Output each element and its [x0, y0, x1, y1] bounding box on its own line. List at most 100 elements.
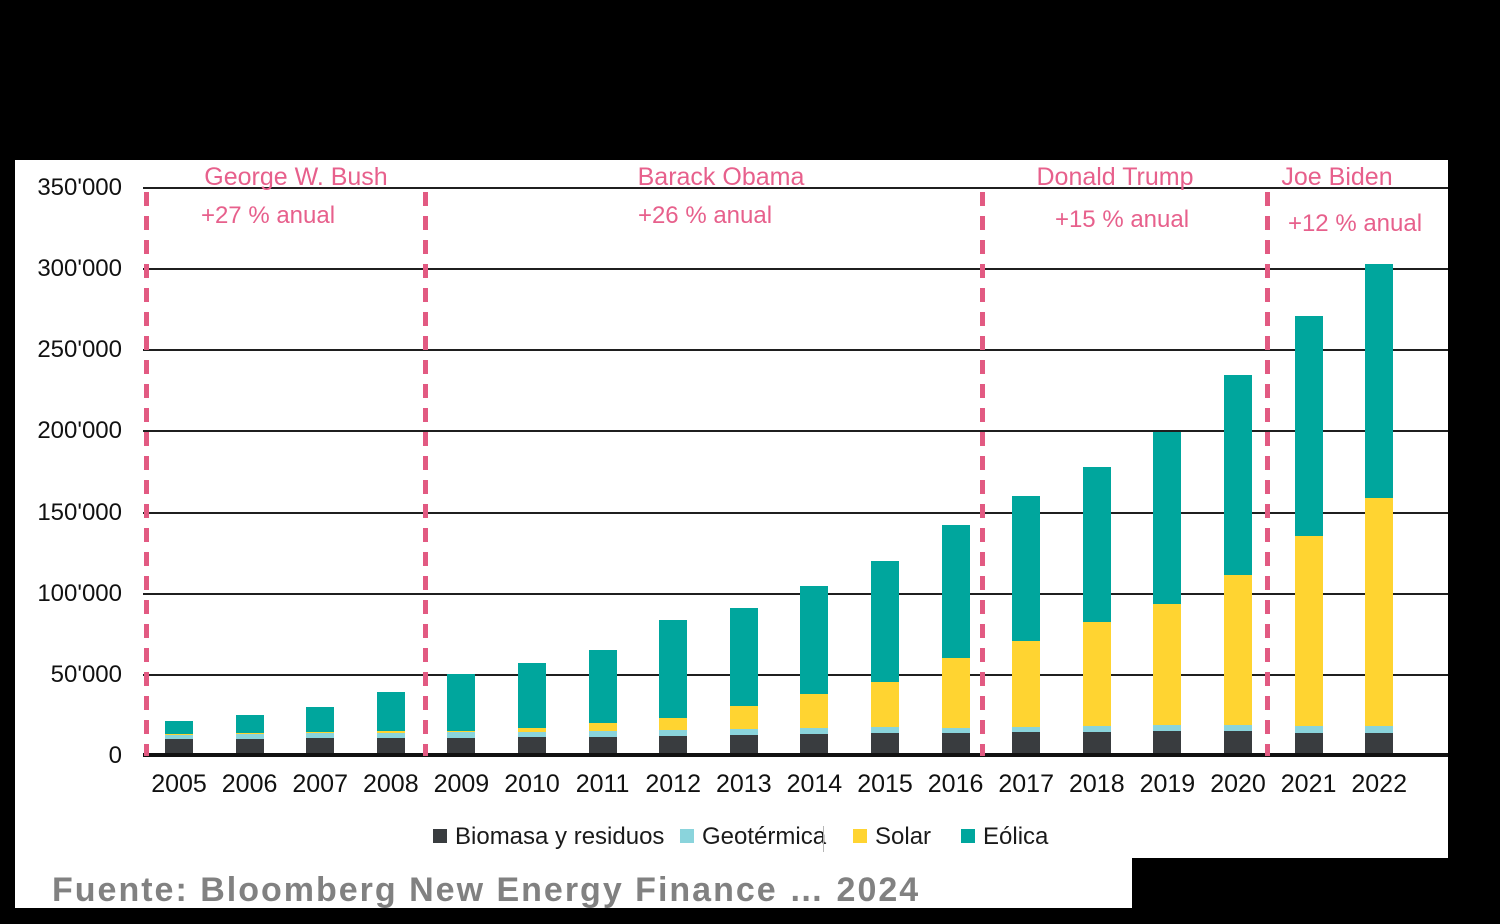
- x-axis-line: [143, 753, 1448, 757]
- bar-segment-2013: [729, 607, 758, 706]
- gridline: [143, 187, 1448, 189]
- bar-segment-2018: [1082, 466, 1111, 623]
- bar-segment-2008: [376, 731, 405, 733]
- bar-segment-2014: [800, 734, 829, 756]
- bar-segment-2014: [800, 694, 829, 729]
- bar-segment-2019: [1153, 731, 1182, 756]
- bar-segment-2016: [941, 732, 970, 756]
- president-label: Joe Biden: [1281, 163, 1393, 191]
- source-caption: Fuente: Bloomberg New Energy Finance … 2…: [52, 871, 921, 909]
- legend-label: Geotérmica: [702, 823, 827, 850]
- x-axis-tick-label: 2013: [715, 770, 772, 798]
- growth-rate-label: +12 % anual: [1287, 210, 1423, 237]
- bar-segment-2007: [306, 707, 335, 733]
- bar-segment-2021: [1294, 726, 1323, 734]
- bar-segment-2016: [941, 727, 970, 733]
- bar-segment-2020: [1224, 375, 1252, 576]
- bar-segment-2015: [871, 733, 899, 756]
- legend-label: Solar: [875, 823, 932, 850]
- legend-label: Biomasa y residuos: [455, 823, 665, 850]
- bar-segment-2018: [1082, 622, 1111, 727]
- legend-label: Eólica: [983, 823, 1049, 850]
- bar-segment-2013: [729, 705, 758, 730]
- bar-segment-2015: [871, 561, 899, 682]
- bar-segment-2007: [306, 732, 335, 739]
- x-axis-tick-label: 2005: [151, 770, 207, 798]
- bar-segment-2010: [518, 728, 546, 732]
- bar-segment-2012: [659, 735, 688, 756]
- bar-segment-2009: [447, 730, 476, 733]
- bar-segment-2013: [729, 735, 758, 756]
- bar-segment-2019: [1153, 431, 1182, 604]
- growth-rate-label: +26 % anual: [637, 202, 773, 229]
- bar-segment-2005: [165, 739, 193, 756]
- y-axis-tick-label: 100'000: [37, 579, 122, 607]
- bar-segment-2020: [1224, 731, 1252, 756]
- gridline: [143, 673, 1448, 676]
- x-axis-tick-label: 2022: [1351, 770, 1407, 798]
- bar-segment-2019: [1153, 603, 1182, 725]
- bar-segment-2010: [518, 663, 546, 729]
- y-axis-tick-label: 200'000: [37, 417, 122, 445]
- bar-segment-2005: [165, 720, 193, 734]
- bar-segment-2006: [235, 732, 264, 734]
- bar-segment-2011: [588, 737, 617, 756]
- mask-right: [1448, 160, 1500, 924]
- bar-segment-2018: [1082, 726, 1111, 733]
- y-axis-tick-label: 150'000: [37, 498, 122, 526]
- gridline: [143, 592, 1448, 595]
- y-axis-tick-label: 350'000: [37, 174, 122, 201]
- x-axis-tick-label: 2016: [927, 770, 984, 798]
- bar-segment-2006: [235, 733, 264, 739]
- legend-swatch: [853, 829, 867, 843]
- growth-rate-label: +27 % anual: [200, 202, 336, 229]
- bar-segment-2014: [800, 728, 829, 735]
- legend-swatch: [433, 829, 447, 843]
- x-axis-tick-label: 2014: [786, 770, 843, 798]
- growth-rate-label: +15 % anual: [1054, 206, 1190, 233]
- mask-top: [0, 0, 1500, 160]
- period-divider-line: [423, 192, 428, 756]
- bar-segment-2009: [447, 673, 476, 731]
- x-axis-tick-label: 2015: [857, 770, 913, 798]
- president-label: George W. Bush: [204, 163, 388, 191]
- x-axis-tick-label: 2007: [292, 770, 348, 798]
- bar-segment-2018: [1082, 732, 1111, 756]
- gridline: [143, 349, 1448, 352]
- bar-segment-2011: [588, 731, 617, 738]
- bar-segment-2022: [1365, 497, 1394, 727]
- bar-segment-2006: [235, 714, 264, 733]
- y-axis-tick-label: 50'000: [50, 660, 122, 688]
- bar-segment-2007: [306, 732, 335, 733]
- bar-segment-2022: [1365, 733, 1394, 756]
- bar-segment-2016: [941, 657, 970, 728]
- bar-segment-2021: [1294, 733, 1323, 756]
- legend-swatch: [961, 829, 975, 843]
- gridline: [143, 430, 1448, 433]
- bar-segment-2020: [1224, 575, 1252, 725]
- y-axis-tick-label: 250'000: [37, 336, 122, 364]
- x-axis-tick-label: 2011: [575, 770, 630, 798]
- legend-swatch: [680, 829, 694, 843]
- bar-segment-2017: [1012, 726, 1041, 733]
- x-axis-tick-label: 2019: [1139, 770, 1196, 798]
- x-axis-tick-label: 2012: [645, 770, 701, 798]
- bar-segment-2017: [1012, 640, 1041, 727]
- x-axis-tick-label: 2010: [504, 770, 560, 798]
- bar-segment-2017: [1012, 496, 1041, 641]
- bar-segment-2010: [518, 731, 546, 738]
- x-axis-tick-label: 2020: [1210, 770, 1266, 798]
- bar-segment-2015: [871, 727, 899, 734]
- period-divider-line: [144, 192, 149, 756]
- bar-segment-2005: [165, 733, 193, 735]
- bar-segment-2008: [376, 732, 405, 738]
- chart-panel: [15, 160, 1448, 908]
- bar-segment-2022: [1365, 726, 1394, 734]
- y-axis-tick-label: 300'000: [37, 255, 122, 283]
- period-divider-line: [1265, 192, 1270, 756]
- bar-segment-2005: [165, 734, 193, 740]
- x-axis-tick-label: 2006: [221, 770, 278, 798]
- bar-segment-2012: [659, 718, 688, 730]
- gridline: [143, 268, 1448, 271]
